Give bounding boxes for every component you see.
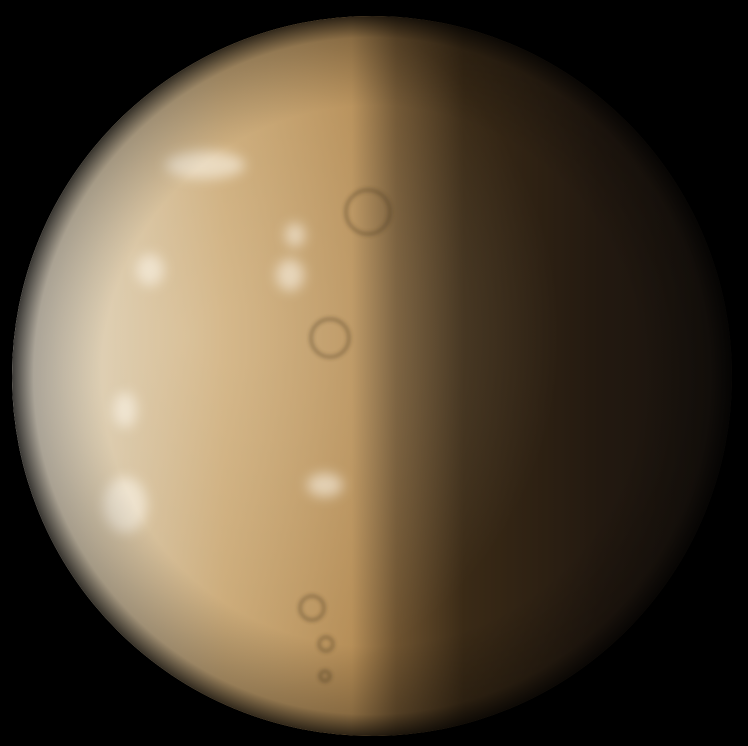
limb-darkening (12, 16, 732, 736)
